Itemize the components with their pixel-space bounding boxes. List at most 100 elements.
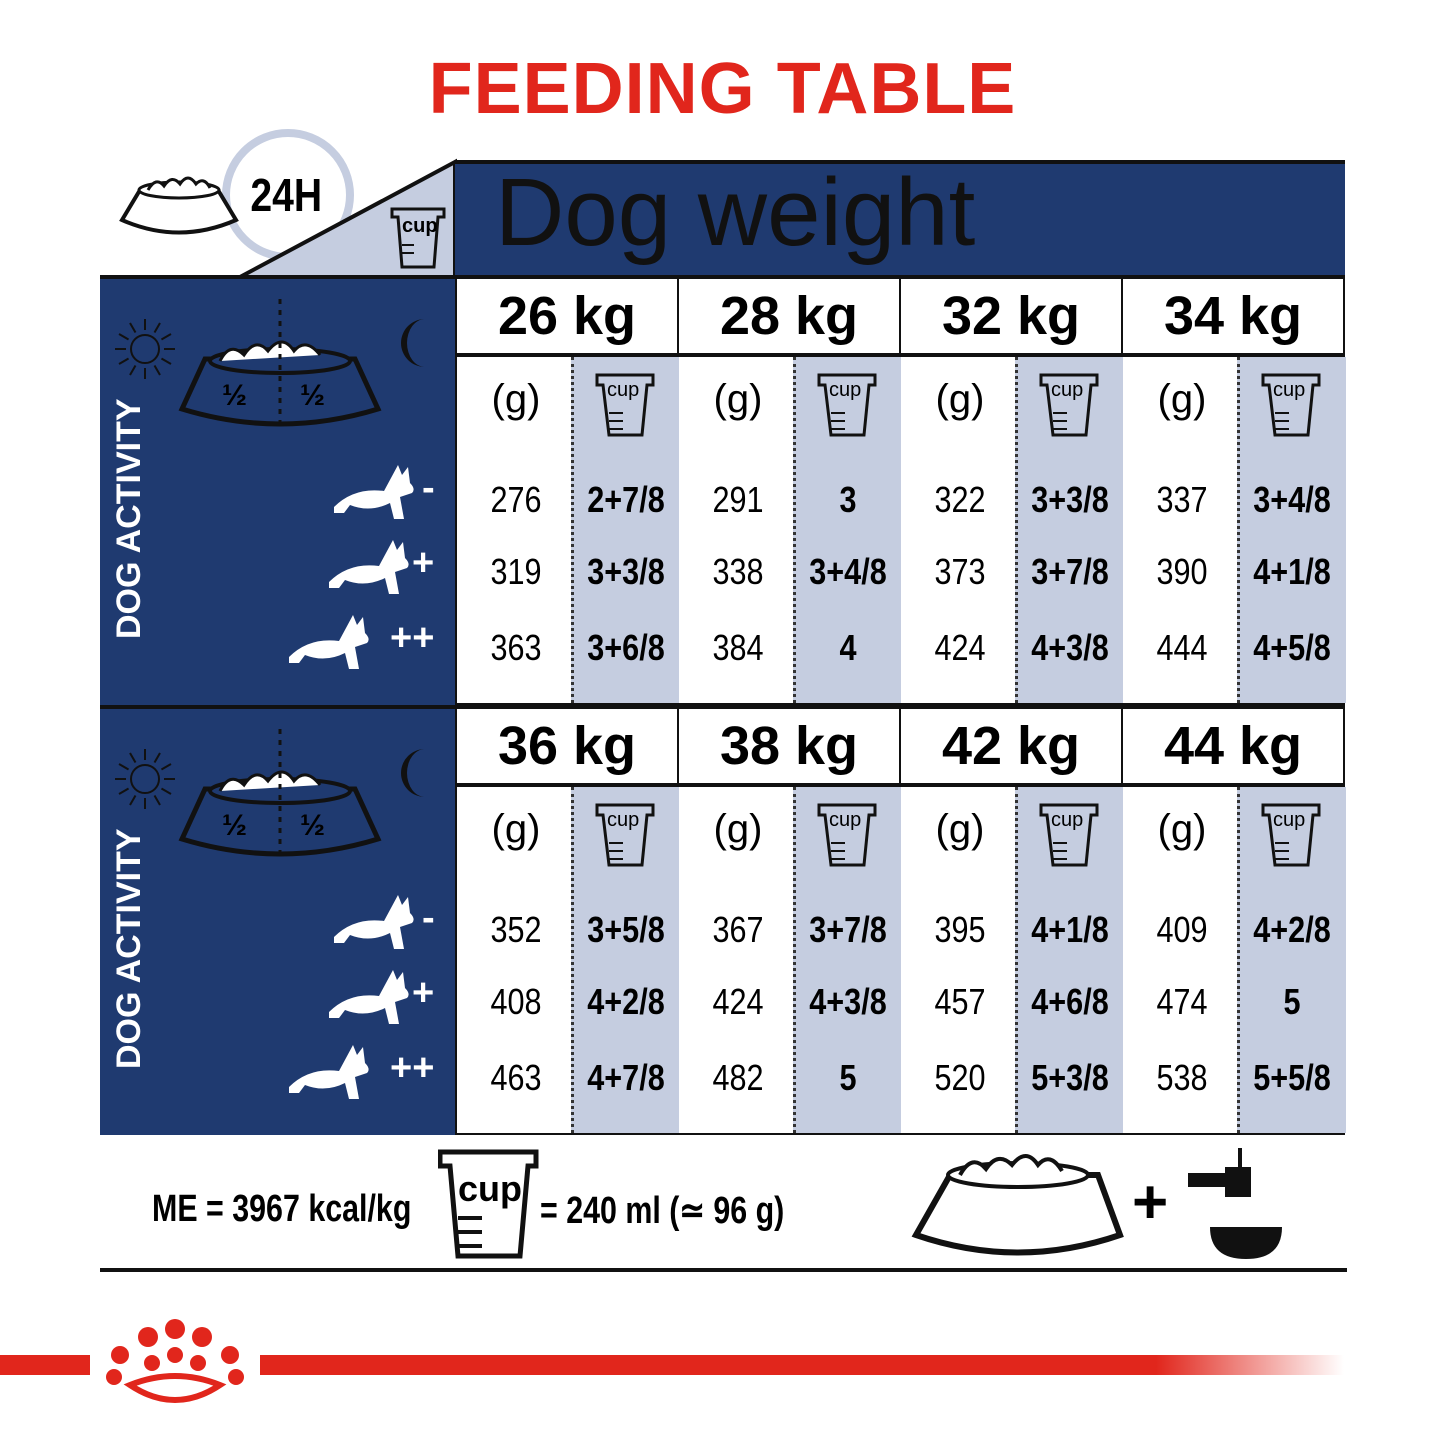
cup-icon-label: cup xyxy=(1051,809,1084,831)
cup-equivalence: = 240 ml (≃ 96 g) xyxy=(540,1190,785,1232)
cup-icon: cup xyxy=(595,801,655,872)
royal-canin-crown-logo xyxy=(90,1315,260,1405)
grams-value: 363 xyxy=(490,627,542,668)
weight-column: 34 kg (g) cup 337 3+4/8 390 4+1/8 444 4+5/8 xyxy=(1123,279,1346,703)
half-day-bowl-icon xyxy=(115,729,425,857)
grams-value: 482 xyxy=(712,1057,764,1098)
cup-icon-label: cup xyxy=(829,379,862,401)
activity-panel: DOG ACTIVITY ½ ½ - + ++ xyxy=(100,705,455,1135)
grams-value: 538 xyxy=(1156,1057,1208,1098)
dog-activity-icon xyxy=(325,534,435,599)
brand-bar xyxy=(0,1355,1445,1375)
weight-column: 38 kg (g) cup 367 3+7/8 424 4+3/8 482 5 xyxy=(679,709,902,1133)
grams-value: 384 xyxy=(712,627,764,668)
half-label: ½ xyxy=(300,809,326,842)
cup-icon: cup xyxy=(817,801,877,872)
cup-value: 3+3/8 xyxy=(587,551,665,592)
cup-icon-label: cup xyxy=(402,215,438,237)
cup-icon: cup xyxy=(1261,371,1321,442)
activity-label: DOG ACTIVITY xyxy=(110,828,148,1069)
weight-column: 36 kg (g) cup 352 3+5/8 408 4+2/8 463 4+7/8 xyxy=(457,709,680,1133)
weight-header: 44 kg xyxy=(1123,709,1343,787)
dog-activity-icon xyxy=(285,609,395,674)
grams-value: 367 xyxy=(712,909,764,950)
cup-value: 3+7/8 xyxy=(809,909,887,950)
feeding-grid: 26 kg (g) cup 276 2+7/8 319 3+3/8 363 3+6/8… xyxy=(455,275,1346,705)
grams-header: (g) xyxy=(713,807,763,851)
grams-value: 291 xyxy=(712,479,764,520)
activity-panel: DOG ACTIVITY ½ ½ - + ++ xyxy=(100,275,455,705)
grams-header: (g) xyxy=(1157,807,1207,851)
grams-value: 457 xyxy=(934,981,986,1022)
activity-level: - xyxy=(422,467,435,509)
cup-value: 4+3/8 xyxy=(809,981,887,1022)
weight-column: 26 kg (g) cup 276 2+7/8 319 3+3/8 363 3+6/8 xyxy=(457,279,680,703)
cup-icon: cup xyxy=(1039,801,1099,872)
grams-header: (g) xyxy=(935,377,985,421)
weight-header: 38 kg xyxy=(679,709,899,787)
weight-column: 28 kg (g) cup 291 3 338 3+4/8 384 4 xyxy=(679,279,902,703)
half-label: ½ xyxy=(222,809,248,842)
grams-value: 276 xyxy=(490,479,542,520)
sun-icon xyxy=(115,749,175,809)
cup-value: 4+5/8 xyxy=(1253,627,1331,668)
grams-header: (g) xyxy=(935,807,985,851)
grams-value: 409 xyxy=(1156,909,1208,950)
cup-value: 3+4/8 xyxy=(1253,479,1331,520)
activity-label: DOG ACTIVITY xyxy=(110,398,148,639)
cup-subcolumn xyxy=(793,787,902,1133)
grams-value: 319 xyxy=(490,551,542,592)
cup-subcolumn xyxy=(571,357,680,703)
cup-value: 3 xyxy=(839,479,857,520)
dog-activity-icon xyxy=(330,459,440,524)
weight-header: 34 kg xyxy=(1123,279,1343,357)
cup-value: 3+6/8 xyxy=(587,627,665,668)
cup-subcolumn xyxy=(571,787,680,1133)
cup-value: 4+1/8 xyxy=(1253,551,1331,592)
cup-value: 5+3/8 xyxy=(1031,1057,1109,1098)
weight-column: 42 kg (g) cup 395 4+1/8 457 4+6/8 520 5+3/8 xyxy=(901,709,1124,1133)
grams-value: 338 xyxy=(712,551,764,592)
cup-icon: cup xyxy=(595,371,655,442)
moon-icon xyxy=(401,319,425,367)
cup-icon: cup xyxy=(1261,801,1321,872)
cup-value: 4+6/8 xyxy=(1031,981,1109,1022)
cup-icon-label: cup xyxy=(458,1168,523,1209)
grams-value: 352 xyxy=(490,909,542,950)
cup-icon-label: cup xyxy=(1051,379,1084,401)
activity-level: ++ xyxy=(390,1047,435,1089)
cup-icon-label: cup xyxy=(829,809,862,831)
cup-icon-label: cup xyxy=(607,809,640,831)
cup-value: 5+5/8 xyxy=(1253,1057,1331,1098)
cup-value: 2+7/8 xyxy=(587,479,665,520)
cup-icon: cup xyxy=(817,371,877,442)
weight-header: 32 kg xyxy=(901,279,1121,357)
grams-value: 322 xyxy=(934,479,986,520)
grams-value: 395 xyxy=(934,909,986,950)
cup-value: 5 xyxy=(1283,981,1301,1022)
plus-sign: + xyxy=(1132,1168,1168,1237)
cup-value: 4+1/8 xyxy=(1031,909,1109,950)
cup-value: 3+4/8 xyxy=(809,551,887,592)
cup-subcolumn xyxy=(1015,787,1124,1133)
feeding-grid: 36 kg (g) cup 352 3+5/8 408 4+2/8 463 4+7/8… xyxy=(455,705,1346,1135)
dog-activity-icon xyxy=(285,1039,395,1104)
cup-value: 4+2/8 xyxy=(587,981,665,1022)
grams-value: 520 xyxy=(934,1057,986,1098)
grams-value: 390 xyxy=(1156,551,1208,592)
grams-header: (g) xyxy=(1157,377,1207,421)
half-day-bowl-icon xyxy=(115,299,425,427)
grams-value: 444 xyxy=(1156,627,1208,668)
cup-subcolumn xyxy=(1237,787,1346,1133)
cup-value: 4+2/8 xyxy=(1253,909,1331,950)
page-title: FEEDING TABLE xyxy=(428,49,1017,129)
daily-label: 24H xyxy=(250,169,323,221)
dog-activity-icon xyxy=(330,889,440,954)
cup-value: 5 xyxy=(839,1057,857,1098)
grams-header: (g) xyxy=(491,377,541,421)
cup-value: 3+7/8 xyxy=(1031,551,1109,592)
dog-weight-title: Dog weight xyxy=(495,159,976,266)
dog-activity-icon xyxy=(325,964,435,1029)
grams-header: (g) xyxy=(713,377,763,421)
